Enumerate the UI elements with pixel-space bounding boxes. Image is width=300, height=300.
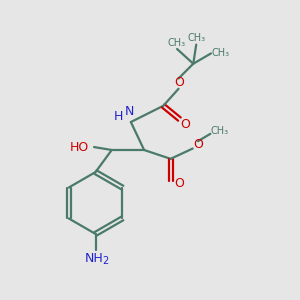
Text: O: O: [193, 138, 203, 151]
Text: CH₃: CH₃: [167, 38, 185, 47]
Text: CH₃: CH₃: [187, 33, 205, 43]
Text: CH₃: CH₃: [211, 48, 230, 59]
Text: H: H: [114, 110, 123, 123]
Text: O: O: [174, 177, 184, 190]
Text: N: N: [125, 105, 134, 118]
Text: 2: 2: [102, 256, 108, 266]
Text: HO: HO: [70, 141, 89, 154]
Text: CH₃: CH₃: [211, 126, 229, 136]
Text: NH: NH: [85, 252, 104, 265]
Text: O: O: [180, 118, 190, 131]
Text: O: O: [174, 76, 184, 89]
